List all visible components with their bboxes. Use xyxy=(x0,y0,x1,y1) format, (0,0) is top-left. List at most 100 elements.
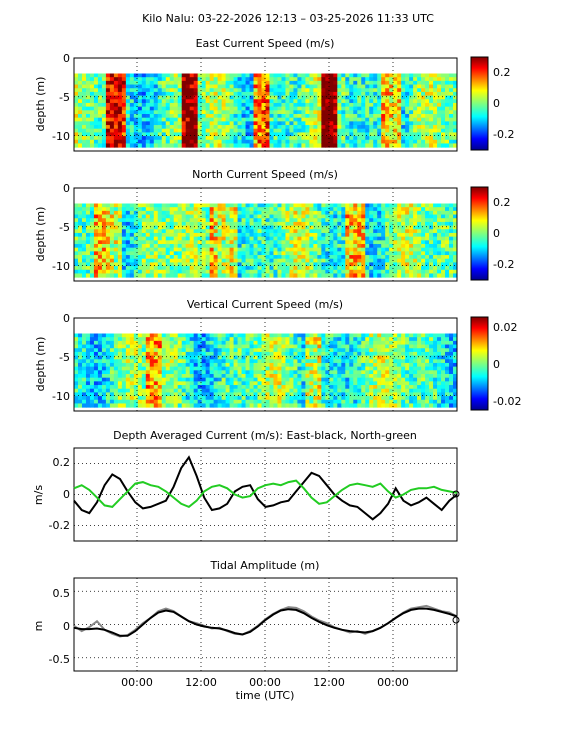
heatmap-cell xyxy=(145,132,151,137)
heatmap-cell xyxy=(145,121,151,126)
heatmap-cell xyxy=(441,210,446,216)
heatmap-cell xyxy=(101,273,107,278)
heatmap-cell xyxy=(201,344,207,349)
heatmap-cell xyxy=(177,362,183,368)
heatmap-cell xyxy=(389,143,394,148)
heatmap-cell xyxy=(129,269,135,274)
heatmap-cell xyxy=(345,91,350,97)
heatmap-cell xyxy=(201,99,207,104)
heatmap-cell xyxy=(89,128,95,133)
heatmap-cell xyxy=(421,247,426,252)
heatmap-cell xyxy=(253,106,259,111)
heatmap-cell xyxy=(317,240,322,245)
heatmap-cell xyxy=(285,125,290,130)
heatmap-cell xyxy=(117,132,123,137)
heatmap-cell xyxy=(129,362,135,368)
heatmap-cell xyxy=(133,143,139,148)
heatmap-cell xyxy=(117,232,123,238)
heatmap-cell xyxy=(265,370,270,375)
heatmap-cell xyxy=(181,403,187,408)
heatmap-cell xyxy=(93,269,99,274)
heatmap-cell xyxy=(273,255,278,260)
heatmap-cell xyxy=(321,258,326,263)
heatmap-cell xyxy=(241,77,247,82)
heatmap-cell xyxy=(373,139,378,144)
heatmap-cell xyxy=(265,91,270,97)
heatmap-cell xyxy=(225,273,231,278)
heatmap-cell xyxy=(313,240,318,245)
heatmap-cell xyxy=(217,84,223,89)
heatmap-cell xyxy=(185,340,191,346)
heatmap-cell xyxy=(217,80,223,86)
heatmap-cell xyxy=(85,396,91,401)
heatmap-cell xyxy=(413,128,418,133)
heatmap-cell xyxy=(161,333,167,338)
heatmap-cell xyxy=(293,340,298,346)
heatmap-cell xyxy=(389,106,394,111)
heatmap-cell xyxy=(129,229,135,234)
heatmap-cell xyxy=(153,203,159,208)
heatmap-cell xyxy=(165,381,171,386)
heatmap-cell xyxy=(113,106,119,111)
heatmap-cell xyxy=(273,221,278,227)
heatmap-cell xyxy=(221,232,227,238)
heatmap-cell xyxy=(309,262,314,267)
heatmap-cell xyxy=(225,240,231,245)
heatmap-cell xyxy=(329,117,334,122)
heatmap-cell xyxy=(297,73,302,78)
heatmap-cell xyxy=(313,207,318,212)
heatmap-cell xyxy=(277,139,282,144)
heatmap-cell xyxy=(229,381,235,386)
heatmap-cell xyxy=(101,366,107,371)
heatmap-cell xyxy=(181,214,187,219)
heatmap-cell xyxy=(141,373,147,379)
heatmap-cell xyxy=(165,203,171,208)
heatmap-cell xyxy=(141,102,147,108)
heatmap-cell xyxy=(173,366,179,371)
heatmap-cell xyxy=(341,84,346,89)
heatmap-cell xyxy=(117,210,123,216)
heatmap-cell xyxy=(153,77,159,82)
heatmap-cell xyxy=(97,136,103,141)
heatmap-cell xyxy=(341,207,346,212)
heatmap-cell xyxy=(181,136,187,141)
heatmap-cell xyxy=(117,236,123,241)
heatmap-cell xyxy=(109,370,115,375)
heatmap-cell xyxy=(341,128,346,133)
heatmap-cell xyxy=(225,143,231,148)
heatmap-cell xyxy=(133,355,139,360)
heatmap-cell xyxy=(201,273,207,278)
heatmap-cell xyxy=(245,269,251,274)
heatmap-cell xyxy=(233,102,239,108)
heatmap-cell xyxy=(85,340,91,346)
heatmap-cell xyxy=(213,132,219,137)
heatmap-cell xyxy=(269,236,274,241)
heatmap-cell xyxy=(265,385,270,390)
heatmap-cell xyxy=(153,221,159,227)
heatmap-cell xyxy=(169,373,175,379)
heatmap-cell xyxy=(273,84,278,89)
heatmap-cell xyxy=(169,366,175,371)
heatmap-cell xyxy=(253,136,259,141)
heatmap-cell xyxy=(293,247,298,252)
heatmap-cell xyxy=(265,392,270,397)
heatmap-cell xyxy=(449,262,454,267)
heatmap-cell xyxy=(117,337,123,342)
heatmap-cell xyxy=(301,225,306,230)
heatmap-cell xyxy=(265,403,270,408)
heatmap-cell xyxy=(237,91,243,97)
heatmap-cell xyxy=(141,269,147,274)
heatmap-cell xyxy=(277,247,282,252)
heatmap-cell xyxy=(421,251,426,256)
heatmap-cell xyxy=(289,110,294,115)
heatmap-cell xyxy=(273,370,278,375)
heatmap-cell xyxy=(237,403,243,408)
heatmap-cell xyxy=(421,214,426,219)
heatmap-cell xyxy=(265,95,270,100)
heatmap-cell xyxy=(117,370,123,375)
heatmap-cell xyxy=(165,258,171,263)
heatmap-cell xyxy=(133,370,139,375)
heatmap-cell xyxy=(205,243,211,249)
heatmap-cell xyxy=(329,84,334,89)
heatmap-cell xyxy=(81,359,87,364)
